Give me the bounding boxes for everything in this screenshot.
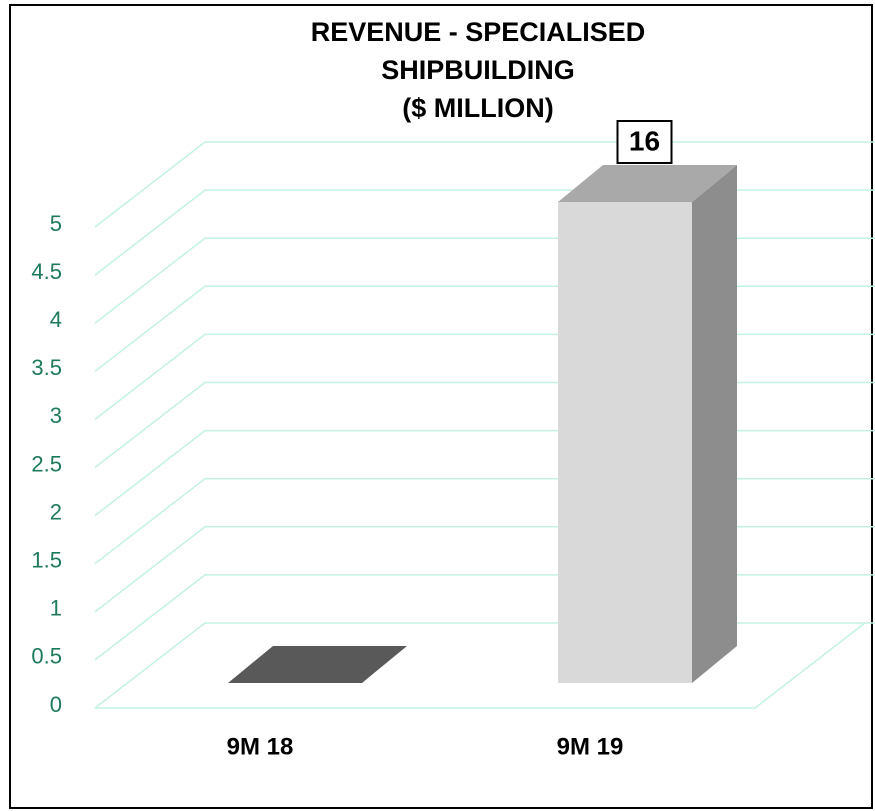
bar-front: [558, 202, 692, 683]
y-tick-label: 4: [50, 307, 62, 332]
y-tick-label: 0: [50, 692, 62, 717]
chart-frame: [9, 4, 873, 809]
bars: [228, 165, 737, 683]
y-tick-label: 3.5: [31, 355, 62, 380]
x-tick-label: 9M 19: [557, 733, 624, 760]
y-tick-label: 1: [50, 596, 62, 621]
y-tick-label: 1.5: [31, 548, 62, 573]
bar-top: [228, 646, 407, 683]
bar-side: [692, 165, 737, 683]
y-tick-label: 5: [50, 211, 62, 236]
data-label-box: [616, 120, 673, 164]
y-tick-label: 0.5: [31, 644, 62, 669]
y-tick-label: 4.5: [31, 259, 62, 284]
bar: [228, 646, 407, 683]
data-label: 16: [629, 125, 660, 156]
x-tick-label: 9M 18: [227, 733, 294, 760]
floor-edge: [754, 622, 866, 709]
y-tick-label: 3: [50, 403, 62, 428]
chart-title: REVENUE - SPECIALISED SHIPBUILDING ($ MILL…: [311, 17, 646, 123]
y-tick-label: 2.5: [31, 451, 62, 476]
y-tick-label: 2: [50, 499, 62, 524]
bar-top: [558, 165, 737, 202]
bar: [558, 165, 737, 683]
